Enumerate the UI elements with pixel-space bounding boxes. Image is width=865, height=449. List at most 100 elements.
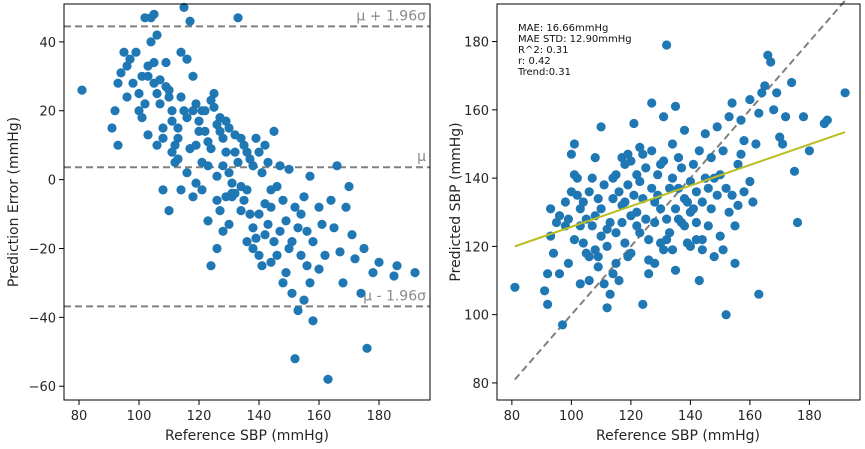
data-point <box>787 77 797 88</box>
data-point <box>566 149 577 159</box>
data-point <box>608 194 618 204</box>
data-point <box>266 202 276 212</box>
data-point <box>685 207 696 217</box>
data-point <box>617 217 627 228</box>
data-point <box>718 245 728 255</box>
right-y-axis-label: Predicted SBP (mmHg) <box>448 122 464 281</box>
data-point <box>122 92 132 102</box>
x-tick-label: 80 <box>504 409 521 424</box>
data-point <box>290 354 300 364</box>
x-tick-label: 160 <box>307 409 332 424</box>
data-point <box>641 163 651 173</box>
data-point <box>623 180 633 190</box>
data-point <box>611 170 621 180</box>
data-point <box>697 245 707 255</box>
data-point <box>662 235 672 245</box>
data-point <box>281 216 291 226</box>
data-point <box>143 130 153 140</box>
data-point <box>602 303 612 313</box>
data-point <box>641 214 651 224</box>
data-point <box>152 140 162 150</box>
data-point <box>248 161 258 171</box>
data-point <box>688 159 699 169</box>
data-point <box>158 185 168 195</box>
data-point <box>632 207 642 217</box>
data-point <box>167 106 177 116</box>
data-point <box>754 108 764 118</box>
x-tick-label: 100 <box>559 409 584 424</box>
data-point <box>293 223 303 233</box>
data-point <box>584 187 594 197</box>
data-point <box>164 92 174 102</box>
data-point <box>694 146 704 156</box>
prediction-scatter-plot: 80 100 120 140 160 180 80 100 120 140 160 180 MAE: … <box>448 0 861 444</box>
data-point <box>227 178 237 188</box>
data-point <box>569 170 580 180</box>
data-point <box>667 245 678 255</box>
x-tick-label: 120 <box>187 409 212 424</box>
data-point <box>596 122 606 132</box>
y-tick-label: 40 <box>39 36 56 51</box>
data-point <box>608 269 618 279</box>
data-point <box>712 190 722 200</box>
data-point <box>670 101 681 111</box>
data-point <box>620 159 630 169</box>
data-point <box>362 343 372 353</box>
data-point <box>188 71 198 81</box>
data-point <box>724 112 734 122</box>
data-point <box>644 235 654 245</box>
data-point <box>697 235 707 245</box>
data-point <box>593 194 603 204</box>
data-point <box>269 237 279 247</box>
data-point <box>760 81 770 91</box>
data-point <box>161 57 171 68</box>
y-tick-label: −20 <box>29 242 56 257</box>
data-point <box>179 2 189 12</box>
data-point <box>248 223 258 233</box>
trend-line <box>514 131 846 248</box>
data-point <box>356 288 366 298</box>
data-point <box>736 149 746 159</box>
x-tick-label: 80 <box>71 409 88 424</box>
data-point <box>715 231 725 241</box>
data-point <box>302 226 312 236</box>
data-point <box>191 140 201 150</box>
data-point <box>700 129 710 139</box>
data-point <box>611 228 621 238</box>
data-point <box>296 209 306 219</box>
data-point <box>278 278 288 288</box>
data-point <box>730 258 740 268</box>
data-point <box>653 170 663 180</box>
data-point <box>224 168 234 178</box>
data-point <box>284 243 294 254</box>
data-point <box>789 166 800 176</box>
data-point <box>158 133 168 143</box>
data-point <box>290 202 300 212</box>
data-point <box>840 88 850 98</box>
data-point <box>670 204 681 214</box>
data-point <box>599 180 609 190</box>
data-point <box>374 257 384 267</box>
data-point <box>233 157 243 167</box>
data-point <box>113 78 123 88</box>
data-point <box>254 209 264 219</box>
data-point <box>218 133 228 143</box>
metric-r: r: 0.42 <box>518 56 551 67</box>
data-point <box>212 119 222 130</box>
data-point <box>560 197 571 207</box>
data-point <box>254 250 264 260</box>
data-point <box>593 252 603 262</box>
data-point <box>314 264 324 274</box>
y-tick-label: 140 <box>464 172 489 187</box>
data-point <box>736 115 746 125</box>
data-point <box>260 230 270 240</box>
data-point <box>305 278 315 288</box>
data-point <box>543 269 553 279</box>
data-point <box>718 146 728 156</box>
data-point <box>314 202 324 212</box>
metric-mae-std: MAE STD: 12.90mmHg <box>518 34 632 45</box>
x-tick-label: 180 <box>367 409 392 424</box>
data-point <box>620 238 630 248</box>
data-point <box>350 254 360 264</box>
data-point <box>143 71 153 81</box>
